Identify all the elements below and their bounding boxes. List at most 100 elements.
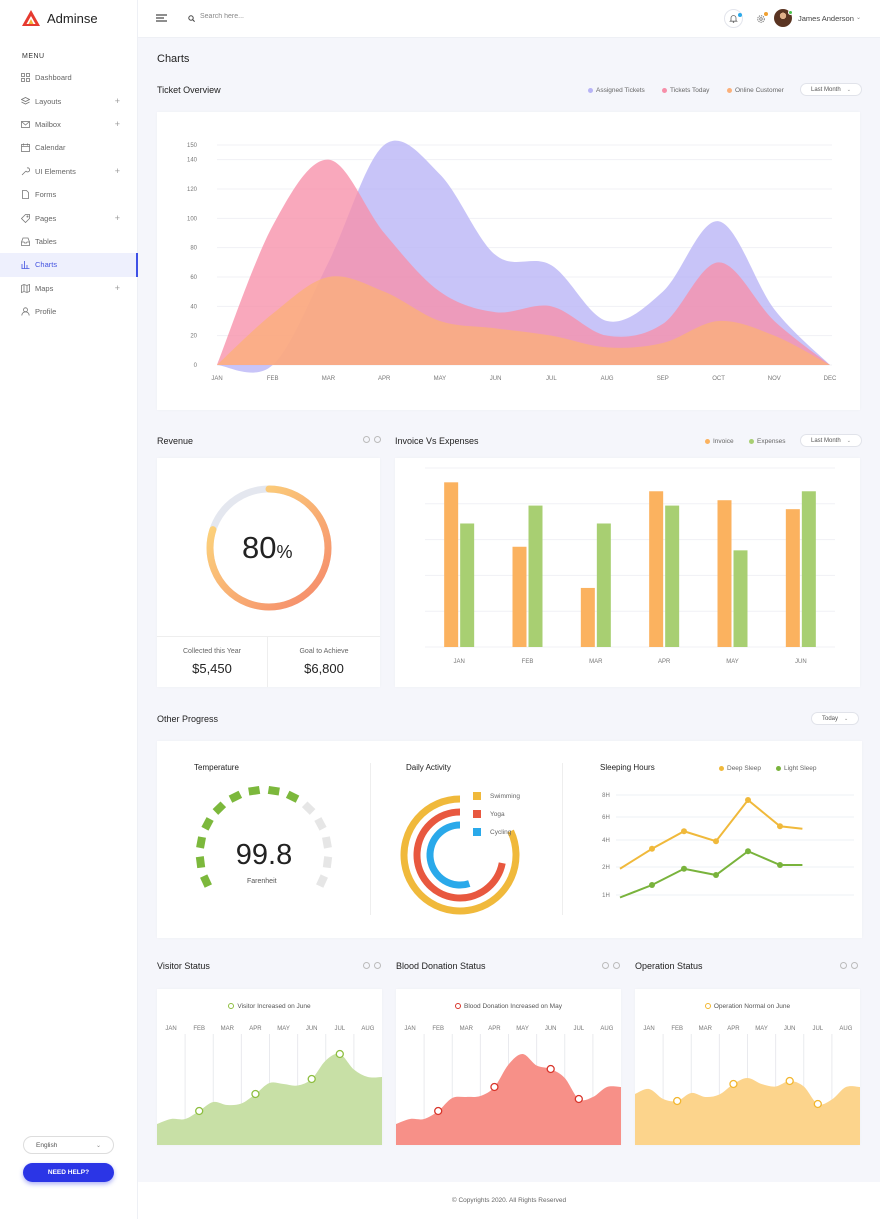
sidebar-item-mailbox[interactable]: Mailbox + bbox=[0, 113, 138, 136]
avatar[interactable] bbox=[774, 9, 792, 27]
user-name[interactable]: James Anderson bbox=[798, 14, 854, 23]
ticket-overview-card: 0 20 40 60 80 100 120 140 150 JAN FEB MAR APR MAY JUN J… bbox=[157, 112, 860, 410]
legend-label: Expenses bbox=[757, 438, 786, 445]
app-logo[interactable]: Adminse bbox=[22, 10, 98, 26]
settings-icon[interactable] bbox=[363, 436, 370, 443]
settings-icon[interactable] bbox=[840, 962, 847, 969]
plus-icon[interactable]: + bbox=[114, 283, 120, 294]
sidebar-item-maps[interactable]: Maps + bbox=[0, 277, 138, 300]
divider bbox=[370, 763, 371, 915]
notifications-button[interactable] bbox=[724, 9, 743, 28]
series-line-deep-sleep bbox=[619, 798, 803, 870]
legend-label: Yoga bbox=[490, 810, 505, 818]
plus-icon[interactable]: + bbox=[114, 96, 120, 107]
plus-icon[interactable]: + bbox=[114, 213, 120, 224]
tool-icon bbox=[21, 167, 30, 176]
grid-icon bbox=[21, 73, 30, 83]
sidebar-item-tables[interactable]: Tables bbox=[0, 230, 138, 253]
sidebar-item-label: Tables bbox=[35, 236, 57, 246]
close-icon[interactable] bbox=[374, 962, 381, 969]
sidebar-item-label: Mailbox bbox=[35, 119, 61, 129]
notification-dot bbox=[738, 13, 742, 17]
daily-activity-title: Daily Activity bbox=[406, 763, 451, 772]
percent-sign: % bbox=[276, 542, 293, 562]
x-tick-label: JUL bbox=[334, 1026, 345, 1032]
y-tick-label: 0 bbox=[194, 363, 198, 369]
x-tick-label: FEB bbox=[432, 1026, 444, 1032]
blood-card-actions bbox=[602, 962, 620, 969]
data-point bbox=[490, 1082, 499, 1092]
plus-icon[interactable]: + bbox=[114, 119, 120, 130]
sidebar-item-calendar[interactable]: Calendar bbox=[0, 136, 138, 159]
app-name: Adminse bbox=[47, 10, 98, 26]
other-progress-title: Other Progress bbox=[157, 714, 219, 724]
settings-button[interactable] bbox=[751, 9, 770, 28]
other-progress-card: Temperature 99.8 Farenheit Daily Activit… bbox=[157, 741, 862, 938]
data-point bbox=[574, 1094, 583, 1104]
online-status-dot bbox=[788, 10, 793, 15]
sidebar-item-profile[interactable]: Profile bbox=[0, 300, 138, 323]
goal-stat: Goal to Achieve $6,800 bbox=[268, 636, 380, 687]
chevron-down-icon[interactable]: ⌄ bbox=[856, 15, 862, 21]
x-tick-label: APR bbox=[658, 659, 671, 665]
y-tick-label: 80 bbox=[190, 246, 197, 252]
x-tick-label: AUG bbox=[601, 376, 614, 382]
x-tick-label: APR bbox=[727, 1026, 740, 1032]
x-tick-label: JUL bbox=[546, 376, 557, 382]
settings-icon[interactable] bbox=[363, 962, 370, 969]
data-point bbox=[713, 872, 719, 878]
sidebar-item-layouts[interactable]: Layouts + bbox=[0, 89, 138, 112]
revenue-gauge bbox=[206, 485, 332, 611]
calendar-icon bbox=[21, 143, 30, 153]
activity-arc-yoga bbox=[413, 808, 506, 902]
bar-expenses bbox=[665, 505, 680, 647]
blood-donation-chart: JAN FEB MAR APR MAY JUN JUL AUG bbox=[396, 1026, 621, 1145]
chevron-down-icon: ⌄ bbox=[846, 86, 851, 93]
sidebar-item-dashboard[interactable]: Dashboard bbox=[0, 66, 138, 89]
filter-value: Last Month bbox=[811, 86, 841, 93]
user-icon bbox=[21, 307, 30, 316]
search-input[interactable] bbox=[200, 13, 350, 20]
x-tick-label: MAR bbox=[221, 1026, 235, 1032]
sidebar-item-pages[interactable]: Pages + bbox=[0, 206, 138, 229]
sleeping-hours-chart: 1H 2H 4H 6H 8H bbox=[602, 793, 854, 899]
plus-icon[interactable]: + bbox=[114, 166, 120, 177]
invoice-filter-dropdown[interactable]: Last Month ⌄ bbox=[800, 434, 862, 447]
close-icon[interactable] bbox=[374, 436, 381, 443]
chevron-down-icon: ⌄ bbox=[95, 1142, 101, 1149]
y-tick-label: 8H bbox=[602, 793, 610, 799]
progress-filter-dropdown[interactable]: Today ⌄ bbox=[811, 712, 860, 725]
menu-toggle-icon[interactable] bbox=[156, 14, 167, 22]
legend-label: Tickets Today bbox=[670, 87, 710, 94]
sidebar-item-charts[interactable]: Charts bbox=[0, 253, 138, 277]
revenue-percent-value: 80 bbox=[242, 530, 277, 565]
language-select[interactable]: English ⌄ bbox=[23, 1136, 114, 1154]
ticket-filter-dropdown[interactable]: Last Month ⌄ bbox=[800, 83, 862, 96]
need-help-button[interactable]: NEED HELP? bbox=[23, 1163, 114, 1182]
bar-expenses bbox=[596, 523, 611, 647]
chevron-down-icon: ⌄ bbox=[844, 715, 849, 722]
data-point bbox=[713, 838, 719, 845]
status-area bbox=[396, 1053, 621, 1145]
file-icon bbox=[22, 190, 29, 200]
close-icon[interactable] bbox=[613, 962, 620, 969]
x-tick-label: JUL bbox=[812, 1026, 823, 1032]
gauge-segment-active bbox=[285, 790, 300, 803]
legend-label: Light Sleep bbox=[784, 765, 817, 772]
settings-icon[interactable] bbox=[602, 962, 609, 969]
legend-yoga: Yoga bbox=[473, 810, 505, 818]
close-icon[interactable] bbox=[851, 962, 858, 969]
sidebar-item-forms[interactable]: Forms bbox=[0, 183, 138, 206]
legend-dot bbox=[749, 439, 754, 444]
data-point bbox=[745, 797, 751, 803]
sidebar-item-label: Dashboard bbox=[35, 73, 72, 83]
collected-stat: Collected this Year $5,450 bbox=[157, 636, 268, 687]
revenue-card-actions bbox=[363, 436, 381, 443]
x-tick-label: FEB bbox=[671, 1026, 683, 1032]
sidebar-item-label: Profile bbox=[35, 307, 57, 317]
sidebar-item-ui-elements[interactable]: UI Elements + bbox=[0, 160, 138, 183]
sidebar-item-label: Layouts bbox=[35, 96, 62, 106]
data-point bbox=[745, 848, 751, 855]
data-point bbox=[777, 862, 783, 868]
data-point bbox=[335, 1049, 344, 1059]
